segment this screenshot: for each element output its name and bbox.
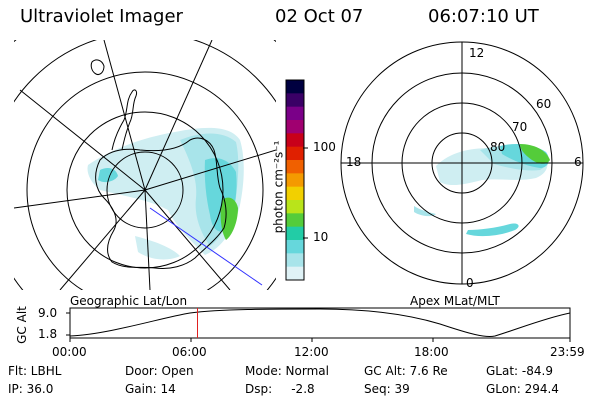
peninsula bbox=[111, 89, 137, 151]
gain-info: Gain: 14 bbox=[125, 382, 176, 396]
glat-info: GLat: -84.9 bbox=[486, 364, 553, 378]
time-label: 06:07:10 UT bbox=[428, 6, 539, 27]
seq-info: Seq: 39 bbox=[364, 382, 410, 396]
colorbar-segment bbox=[286, 173, 304, 188]
magnetic-map bbox=[340, 41, 584, 285]
altitude-curve bbox=[69, 308, 571, 337]
altitude-ytick-1-8: 1.8 bbox=[38, 327, 58, 341]
south-america-tip bbox=[90, 59, 105, 75]
colorbar-segment bbox=[286, 133, 304, 148]
altitude-plot bbox=[66, 307, 571, 342]
mlat-label-60: 60 bbox=[536, 97, 552, 111]
right-panel-caption: Apex MLat/MLT bbox=[410, 294, 500, 308]
left-panel-caption: Geographic Lat/Lon bbox=[70, 294, 188, 308]
colorbar-ticks bbox=[303, 147, 308, 239]
colorbar-segment bbox=[286, 253, 304, 268]
colorbar-segment bbox=[286, 106, 304, 121]
mode-info: Mode: Normal bbox=[245, 364, 329, 378]
altitude-ytick-9: 9.0 bbox=[38, 306, 58, 320]
colorbar-segment bbox=[286, 160, 304, 174]
longitude-lines bbox=[14, 40, 276, 290]
left-emission bbox=[87, 127, 244, 260]
instrument-title: Ultraviolet Imager bbox=[20, 6, 183, 27]
colorbar-segment bbox=[286, 266, 304, 281]
coastline bbox=[95, 137, 227, 269]
colorbar-segment bbox=[286, 240, 304, 254]
mlat-label-80: 80 bbox=[490, 140, 506, 154]
colorbar-segment bbox=[286, 93, 304, 108]
altitude-xtick-12: 12:00 bbox=[294, 345, 329, 359]
colorbar-segment bbox=[286, 186, 304, 201]
colorbar-segment bbox=[286, 120, 304, 134]
colorbar-segment bbox=[286, 226, 304, 241]
mlt-label-12: 12 bbox=[469, 46, 485, 60]
mlt-label-18: 18 bbox=[346, 155, 362, 169]
gc-alt-info: GC Alt: 7.6 Re bbox=[364, 364, 448, 378]
altitude-ticks bbox=[66, 312, 571, 342]
dsp-info: Dsp: -2.8 bbox=[245, 382, 315, 396]
mlt-label-0: 0 bbox=[466, 276, 474, 290]
filter-info: Flt: LBHL bbox=[8, 364, 62, 378]
altitude-xtick-6: 06:00 bbox=[172, 345, 207, 359]
colorbar-label: photon cm⁻²s⁻¹ bbox=[271, 140, 286, 234]
date-label: 02 Oct 07 bbox=[275, 6, 364, 27]
geographic-map bbox=[14, 40, 276, 290]
colorbar-segment bbox=[286, 80, 304, 94]
altitude-ylabel: GC Alt bbox=[15, 306, 29, 344]
colorbar bbox=[285, 79, 305, 281]
colorbar-segment bbox=[286, 213, 304, 228]
mlt-lines bbox=[341, 42, 583, 284]
colorbar-frame bbox=[285, 79, 305, 281]
colorbar-tick-10: 10 bbox=[313, 230, 329, 244]
colorbar-tick-100: 100 bbox=[313, 140, 336, 154]
mlat-label-70: 70 bbox=[512, 120, 528, 134]
ip-info: IP: 36.0 bbox=[8, 382, 54, 396]
altitude-xtick-18: 18:00 bbox=[414, 345, 449, 359]
colorbar-segment bbox=[286, 146, 304, 161]
altitude-xtick-end: 23:59 bbox=[550, 345, 585, 359]
satellite-track bbox=[149, 207, 263, 286]
colorbar-segment bbox=[286, 200, 304, 214]
glon-info: GLon: 294.4 bbox=[486, 382, 559, 396]
door-info: Door: Open bbox=[125, 364, 194, 378]
latitude-circles bbox=[14, 40, 276, 290]
altitude-xtick-0: 00:00 bbox=[52, 345, 87, 359]
mlt-label-6: 6 bbox=[574, 155, 582, 169]
